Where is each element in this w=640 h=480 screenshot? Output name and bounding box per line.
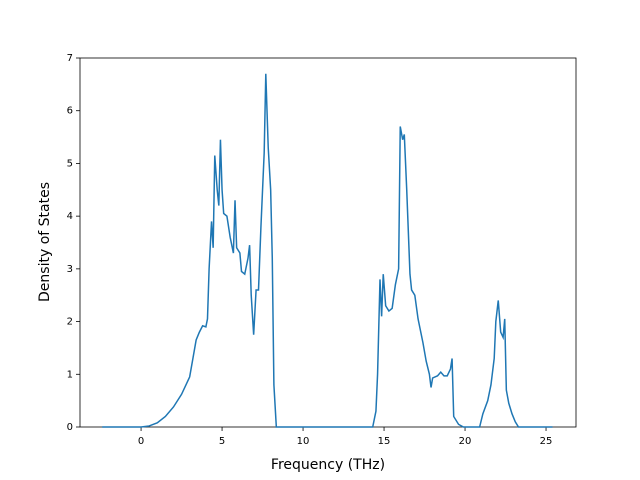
y-tick-label: 2 bbox=[67, 317, 73, 328]
series-line bbox=[102, 73, 553, 428]
x-tick-label: 5 bbox=[219, 436, 225, 447]
x-tick-label: 0 bbox=[138, 436, 144, 447]
y-tick-label: 7 bbox=[67, 53, 73, 64]
y-axis-label: Density of States bbox=[37, 182, 53, 302]
y-tick-label: 5 bbox=[67, 158, 73, 169]
x-tick-label: 15 bbox=[378, 436, 391, 447]
plot-frame bbox=[79, 57, 577, 428]
y-tick-label: 1 bbox=[67, 369, 73, 380]
x-tick-label: 25 bbox=[540, 436, 553, 447]
y-tick-label: 4 bbox=[67, 211, 73, 222]
y-tick-label: 3 bbox=[67, 264, 73, 275]
x-axis-label: Frequency (THz) bbox=[271, 457, 385, 473]
x-tick-label: 10 bbox=[297, 436, 310, 447]
y-tick-label: 6 bbox=[67, 106, 73, 117]
y-tick-label: 0 bbox=[67, 422, 73, 433]
x-tick-label: 20 bbox=[459, 436, 472, 447]
